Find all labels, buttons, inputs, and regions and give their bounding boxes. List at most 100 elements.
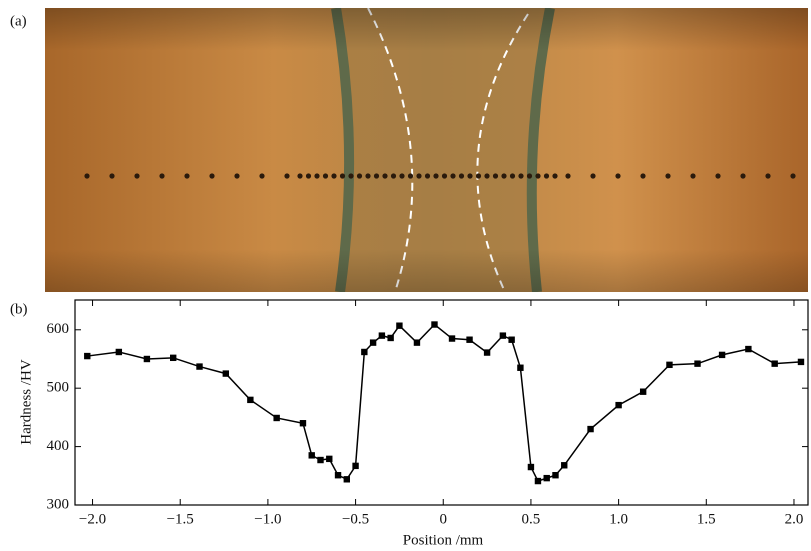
indent xyxy=(331,173,337,179)
data-point xyxy=(615,401,622,409)
data-point xyxy=(369,339,377,346)
data-point xyxy=(413,339,421,346)
data-point xyxy=(387,334,394,342)
data-point xyxy=(299,420,307,427)
data-point xyxy=(771,360,778,367)
indent xyxy=(458,173,465,179)
indent xyxy=(390,173,397,179)
data-point xyxy=(718,351,726,359)
indent xyxy=(184,173,190,179)
data-point xyxy=(222,370,230,377)
data-point xyxy=(170,354,177,362)
indent xyxy=(543,173,550,179)
y-axis-title: Hardness /HV xyxy=(18,359,34,445)
indent xyxy=(373,173,380,179)
indent xyxy=(314,173,320,179)
data-point xyxy=(308,452,315,459)
x-tick-label: −0.5 xyxy=(342,511,369,527)
y-tick-label: 400 xyxy=(47,438,70,454)
panel-label: (a) xyxy=(10,13,27,29)
indent xyxy=(339,173,346,179)
data-point xyxy=(666,361,673,369)
data-point xyxy=(508,336,515,343)
x-tick-label: −1.5 xyxy=(167,511,194,527)
data-point xyxy=(273,414,280,422)
indent xyxy=(356,173,363,179)
indent xyxy=(348,173,354,179)
data-point xyxy=(527,463,535,471)
indent xyxy=(467,173,473,179)
indent xyxy=(640,173,646,179)
x-tick-label: 1.5 xyxy=(697,511,716,527)
series-line xyxy=(87,323,802,482)
indent xyxy=(509,173,516,179)
data-point xyxy=(352,462,359,470)
data-point xyxy=(552,472,559,479)
indent xyxy=(259,173,265,179)
data-point xyxy=(334,472,342,479)
indent xyxy=(424,173,431,179)
indent xyxy=(297,173,303,179)
indent xyxy=(715,173,721,179)
indent xyxy=(322,173,329,179)
indent xyxy=(526,173,533,179)
data-point xyxy=(247,396,254,404)
indent xyxy=(740,173,746,179)
data-point xyxy=(534,477,542,485)
indent xyxy=(433,173,439,179)
indent xyxy=(416,173,422,179)
indent xyxy=(407,173,414,179)
data-point xyxy=(317,456,324,464)
shading xyxy=(45,8,808,292)
indent xyxy=(450,173,456,179)
data-point xyxy=(143,355,151,363)
indent xyxy=(134,173,140,179)
data-point xyxy=(196,363,203,370)
indent xyxy=(765,173,771,179)
data-point xyxy=(745,345,752,353)
indent xyxy=(615,173,621,179)
data-point xyxy=(115,348,123,356)
indent-row xyxy=(84,173,796,179)
indent xyxy=(501,173,507,179)
plot-frame xyxy=(74,299,809,506)
data-point xyxy=(396,322,403,329)
indent xyxy=(441,173,448,179)
data-point xyxy=(483,349,491,356)
x-tick-label: −2.0 xyxy=(79,511,106,527)
indent xyxy=(234,173,240,179)
panel-label: (b) xyxy=(10,301,28,317)
x-tick-label: 2.0 xyxy=(785,511,804,527)
data-point xyxy=(499,332,507,339)
data-point xyxy=(466,336,473,343)
indent xyxy=(535,173,541,179)
indent xyxy=(399,173,405,179)
data-point xyxy=(448,335,456,342)
data-point xyxy=(587,425,594,433)
indent xyxy=(552,173,558,179)
data-point xyxy=(431,321,438,328)
x-axis-title: Position /mm xyxy=(403,532,484,548)
indent xyxy=(159,173,165,179)
indent xyxy=(382,173,388,179)
indent xyxy=(284,173,290,179)
indent xyxy=(565,173,571,179)
data-point xyxy=(343,476,351,483)
indent xyxy=(790,173,796,179)
indent xyxy=(484,173,490,179)
indent xyxy=(475,173,482,179)
x-tick-label: 1.0 xyxy=(609,511,628,527)
y-tick-label: 500 xyxy=(47,380,70,396)
data-point xyxy=(694,360,701,367)
data-point xyxy=(561,462,568,469)
x-tick-label: 0.5 xyxy=(522,511,541,527)
data-point xyxy=(543,474,550,482)
indent xyxy=(590,173,596,179)
y-tick-label: 300 xyxy=(47,496,70,512)
data-point xyxy=(378,332,386,339)
x-tick-label: 0 xyxy=(440,511,448,527)
data-point xyxy=(639,388,647,395)
indent xyxy=(492,173,499,179)
data-point xyxy=(326,455,333,463)
